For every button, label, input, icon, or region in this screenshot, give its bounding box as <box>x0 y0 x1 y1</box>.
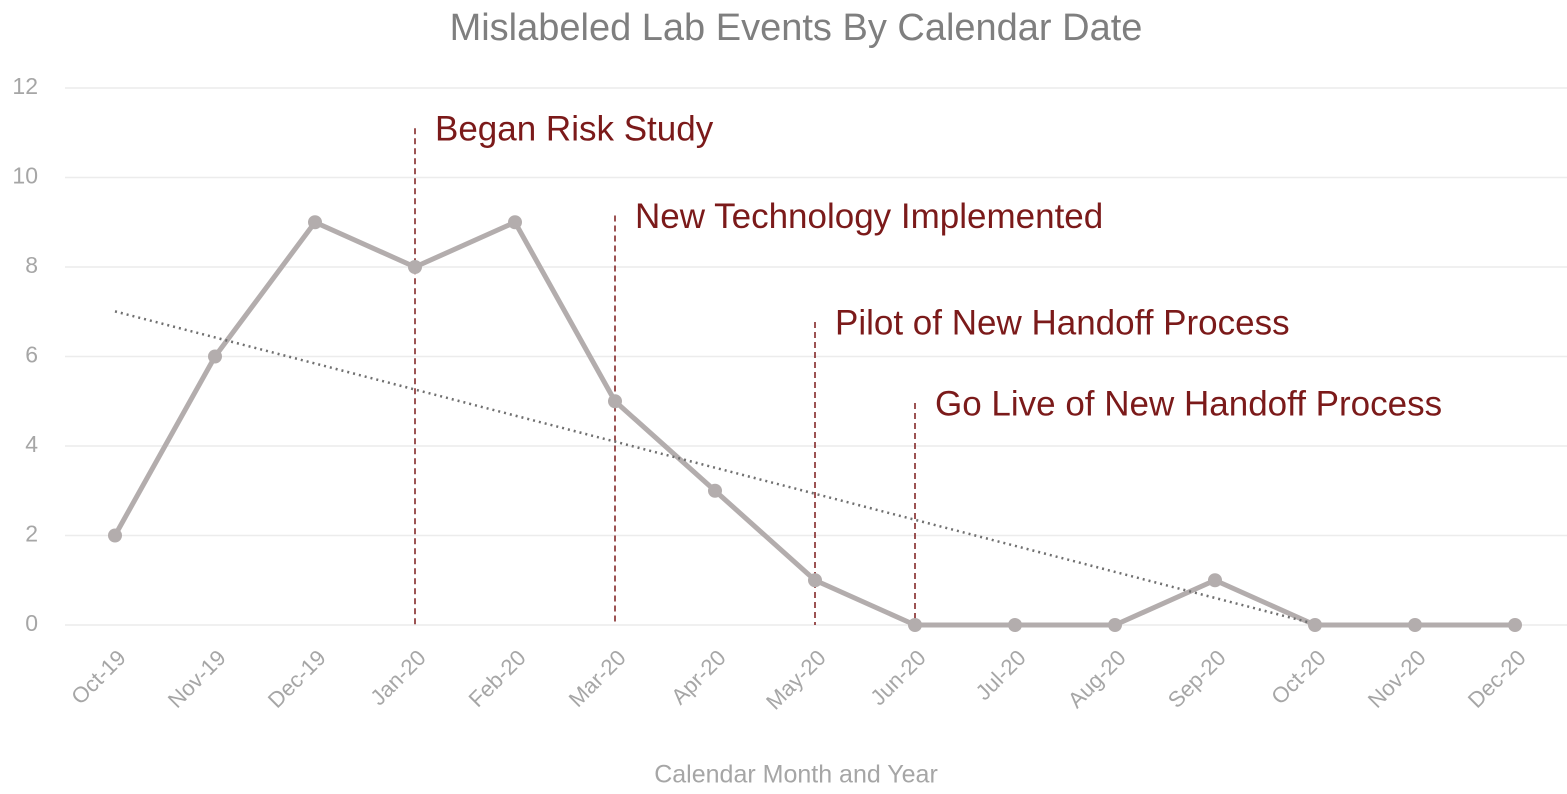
trendline <box>114 310 1320 627</box>
annotation-text: Pilot of New Handoff Process <box>835 303 1290 342</box>
y-tick-label: 8 <box>25 252 38 278</box>
data-point <box>1408 618 1422 632</box>
data-point <box>208 349 222 364</box>
x-tick-label: Oct-19 <box>66 645 130 709</box>
x-tick-label: Sep-20 <box>1163 645 1231 713</box>
y-tick-label: 2 <box>25 521 38 547</box>
data-point <box>908 618 922 632</box>
data-point <box>508 215 522 230</box>
data-point <box>408 260 422 274</box>
y-tick-label: 12 <box>12 73 38 99</box>
x-tick-label: Aug-20 <box>1063 645 1131 713</box>
data-point <box>808 573 822 588</box>
annotation-text: Began Risk Study <box>435 110 714 149</box>
x-tick-label: Apr-20 <box>666 645 730 709</box>
data-point <box>308 215 322 230</box>
x-tick-label: Jun-20 <box>865 645 930 710</box>
x-tick-label: Dec-20 <box>1463 645 1531 713</box>
x-tick-label: Nov-20 <box>1363 645 1431 713</box>
x-tick-label: May-20 <box>761 645 831 715</box>
x-axis-label: Calendar Month and Year <box>654 761 938 789</box>
y-tick-label: 0 <box>25 610 38 636</box>
y-tick-label: 4 <box>25 431 38 457</box>
annotation-text: New Technology Implemented <box>635 197 1103 236</box>
chart-title: Mislabeled Lab Events By Calendar Date <box>450 7 1143 49</box>
x-tick-label: Feb-20 <box>464 645 531 712</box>
x-tick-label: Mar-20 <box>564 645 631 712</box>
annotation-text: Go Live of New Handoff Process <box>935 384 1442 423</box>
x-tick-label: Dec-19 <box>263 645 331 713</box>
x-tick-label: Jul-20 <box>971 645 1031 705</box>
data-point <box>1508 618 1522 632</box>
data-point <box>1208 573 1222 588</box>
y-tick-label: 6 <box>25 342 38 368</box>
data-point <box>108 528 122 543</box>
x-tick-label: Jan-20 <box>365 645 430 710</box>
x-tick-label: Nov-19 <box>163 645 231 713</box>
data-point <box>608 394 622 409</box>
data-point <box>1008 618 1022 632</box>
data-point <box>1108 618 1122 632</box>
y-tick-label: 10 <box>12 163 38 189</box>
x-tick-label: Oct-20 <box>1266 645 1330 709</box>
data-point <box>1308 618 1322 632</box>
data-point <box>708 483 722 498</box>
